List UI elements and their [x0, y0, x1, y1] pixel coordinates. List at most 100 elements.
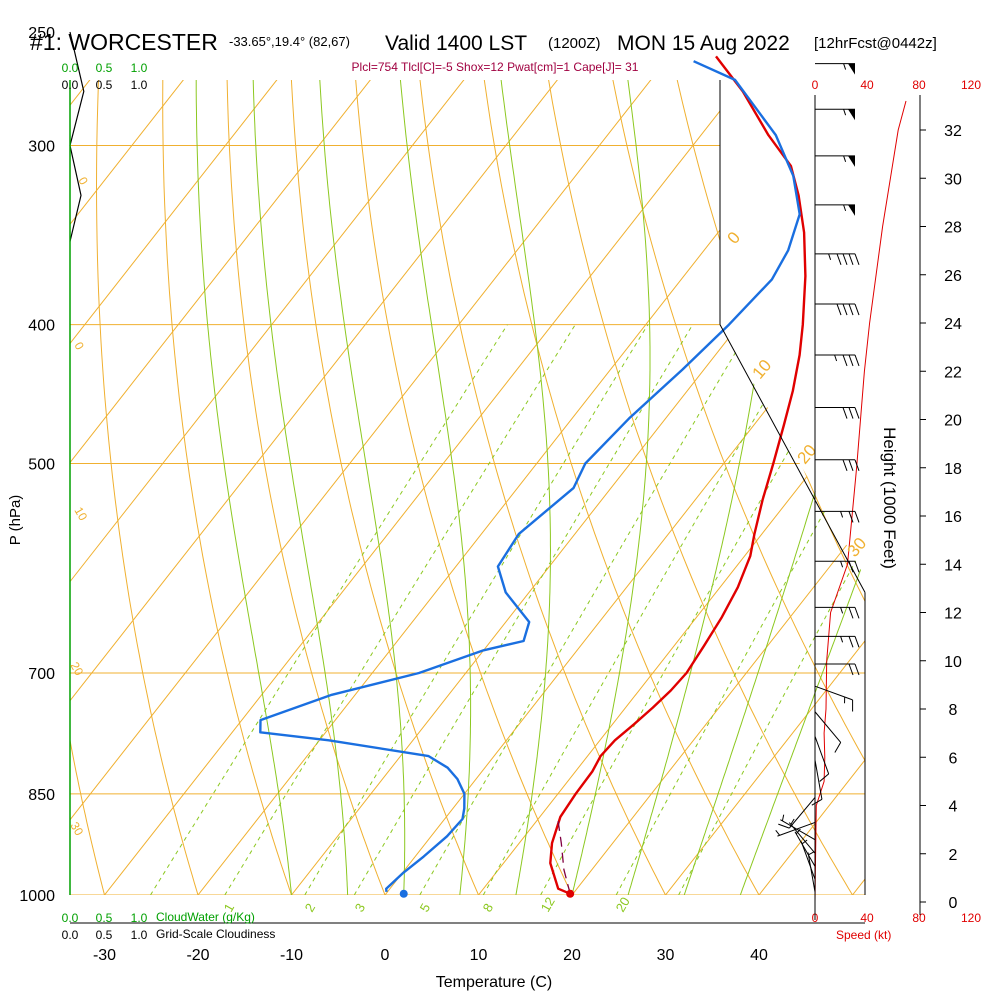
- mixing-ratio-label: 8: [480, 901, 497, 915]
- wind-barb-half-feather: [843, 204, 847, 212]
- chart-valid: Valid 1400 LST: [385, 32, 527, 55]
- moist-adiabat-line: [739, 80, 865, 895]
- wind-barb-feather: [848, 407, 854, 419]
- x-tick-label: 30: [657, 947, 675, 964]
- wind-barb-feather: [842, 354, 848, 367]
- wind-barb: [815, 108, 855, 121]
- dry-adiabat-line: [0, 32, 11, 895]
- moist-adiabat-line: [251, 80, 349, 895]
- wind-barb: [815, 354, 860, 367]
- wind-barb: [814, 736, 830, 782]
- wind-barb-feather: [854, 253, 860, 265]
- isotherm-line: [852, 80, 865, 895]
- wind-barb: [811, 759, 823, 806]
- cloudwater-scale-top: 1.0: [131, 61, 148, 75]
- wind-barb-feather: [854, 607, 860, 619]
- sounding-lines: [259, 55, 807, 895]
- height-tick-label: 32: [944, 123, 962, 140]
- wind-barb-feather: [854, 511, 860, 523]
- wind-barb-staff: [814, 759, 823, 800]
- wind-barb-feather: [854, 459, 860, 471]
- dry-adiabat-label: 30: [67, 820, 86, 839]
- wind-barb-flag: [848, 63, 855, 75]
- wind-barb-feather: [842, 303, 848, 316]
- wind-barb-staff: [788, 797, 816, 829]
- speed-tick-top: 80: [912, 78, 926, 92]
- isotherm-line: [70, 80, 689, 895]
- wind-barb-half-feather: [795, 828, 801, 835]
- wind-barb-staff: [800, 841, 816, 880]
- dry-adiabat-line: [540, 80, 853, 895]
- isotherm-line: [70, 80, 502, 895]
- height-tick-label: 12: [944, 606, 962, 623]
- y-tick-label: 300: [28, 139, 55, 156]
- cloudwater-scale-top: 0.0: [62, 61, 79, 75]
- moist-adiabat-line: [317, 80, 406, 895]
- height-tick-label: 22: [944, 364, 962, 381]
- wind-barb: [815, 303, 860, 316]
- dry-adiabat-line: [854, 80, 865, 895]
- wind-barb-feather: [848, 303, 854, 316]
- height-axis-label: Height (1000 Feet): [880, 427, 899, 569]
- height-tick-label: 26: [944, 268, 962, 285]
- wind-barb-half-feather: [828, 253, 832, 260]
- isotherm-line: [665, 80, 865, 895]
- wind-barb-feather: [836, 303, 842, 316]
- x-tick-label: -30: [93, 947, 116, 964]
- wind-barb-staff: [788, 822, 816, 854]
- height-tick-label: 0: [949, 895, 958, 912]
- mixing-ratio-line: [224, 324, 576, 895]
- wind-barb-half-feather: [840, 607, 844, 614]
- isotherm-line: [104, 80, 783, 895]
- parcel-line: [557, 821, 571, 894]
- wind-barb: [780, 814, 816, 841]
- wind-barb-half-feather: [843, 109, 847, 116]
- cloudwater-scale-bottom: 1.0: [131, 911, 148, 925]
- wind-barb-feather: [848, 663, 854, 676]
- speed-axis-label: Speed (kt): [836, 928, 891, 942]
- wind-barb: [815, 155, 855, 167]
- dry-adiabat-label: 10: [71, 505, 90, 524]
- mixing-ratio-label: 2: [302, 901, 319, 915]
- height-tick-label: 16: [944, 509, 962, 526]
- x-tick-label: 0: [381, 947, 390, 964]
- isotherm-line: [70, 80, 596, 895]
- dry-adiabat-line: [95, 80, 199, 895]
- wind-barb: [815, 459, 860, 471]
- isotherm-line: [70, 80, 409, 895]
- chart-params: Plcl=754 Tlcl[C]=-5 Shox=12 Pwat[cm]=1 C…: [352, 60, 639, 74]
- dry-adiabat-line: [70, 80, 105, 895]
- wind-barb-feather: [854, 561, 860, 573]
- moist-adiabat-line: [495, 80, 552, 895]
- wind-barb-feather: [811, 798, 823, 806]
- height-tick-label: 2: [949, 847, 958, 864]
- wind-barb-feather: [848, 354, 854, 367]
- wind-barb: [794, 828, 816, 867]
- wind-barb: [815, 635, 860, 648]
- height-tick-label: 20: [944, 413, 962, 430]
- isotherm-value-label: 10: [749, 356, 776, 383]
- surface-dewpoint-marker: [399, 889, 408, 898]
- cloudiness-scale-bottom: 1.0: [131, 928, 148, 942]
- mixing-ratio-label: 3: [352, 901, 369, 915]
- isotherm-line: [70, 80, 315, 895]
- x-tick-label: 10: [470, 947, 488, 964]
- moist-adiabat-line: [396, 80, 472, 895]
- height-tick-label: 24: [944, 316, 962, 333]
- wind-barb-staff: [814, 736, 830, 775]
- wind-barb: [815, 606, 860, 619]
- cloudiness-scale-top: 0.0: [62, 78, 79, 92]
- wind-barb-half-feather: [775, 830, 781, 836]
- surface-temperature-marker: [566, 889, 575, 898]
- mixing-ratio-line: [419, 324, 753, 895]
- y-tick-label: 850: [28, 787, 55, 804]
- dewpoint-line: [259, 60, 801, 893]
- dry-adiabat-line: [351, 80, 573, 895]
- wind-barb: [814, 711, 842, 753]
- wind-barb-half-feather: [801, 839, 808, 845]
- x-tick-label: 20: [563, 947, 581, 964]
- height-tick-label: 28: [944, 220, 962, 237]
- isotherm-value-label: 0: [724, 228, 745, 247]
- chart-date: MON 15 Aug 2022: [617, 32, 790, 55]
- dry-adiabat-line: [981, 32, 1000, 895]
